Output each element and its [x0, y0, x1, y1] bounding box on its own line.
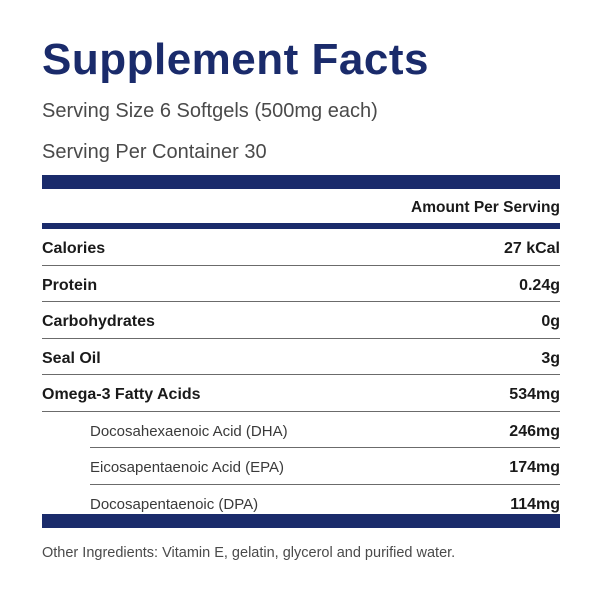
nutrient-amount: 114mg: [510, 495, 560, 513]
nutrient-name: Protein: [42, 276, 98, 294]
nutrient-name: Seal Oil: [42, 349, 101, 367]
nutrient-amount: 246mg: [509, 422, 560, 440]
nutrient-name: Docosahexaenoic Acid (DHA): [90, 422, 288, 440]
nutrient-row-carbohydrates: Carbohydrates 0g: [42, 302, 560, 339]
nutrient-name: Carbohydrates: [42, 313, 155, 330]
nutrient-amount: 27 kCal: [503, 240, 560, 257]
nutrient-row-protein: Protein 0.24g: [42, 266, 560, 302]
nutrient-amount: 534mg: [509, 386, 560, 403]
nutrient-row-dha: Docosahexaenoic Acid (DHA) 246mg: [90, 412, 560, 448]
nutrient-row-epa: Eicosapentaenoic Acid (EPA) 174mg: [90, 448, 560, 485]
nutrient-amount: 0g: [541, 313, 560, 330]
nutrient-name: Calories: [42, 240, 106, 257]
bottom-divider-bar: [42, 514, 560, 528]
nutrient-row-calories: Calories 27 kCal: [42, 229, 560, 266]
top-divider-bar: [42, 175, 560, 189]
nutrient-amount: 0.24g: [519, 276, 560, 294]
nutrient-name: Docosapentaenoic (DPA): [90, 495, 259, 513]
nutrient-amount: 3g: [541, 349, 560, 367]
other-ingredients: Other Ingredients: Vitamin E, gelatin, g…: [42, 545, 456, 561]
nutrient-row-omega-3: Omega-3 Fatty Acids 534mg: [42, 375, 560, 412]
nutrient-row-dpa: Docosapentaenoic (DPA) 114mg: [90, 485, 560, 521]
nutrient-row-seal-oil: Seal Oil 3g: [42, 339, 560, 375]
nutrient-name: Eicosapentaenoic Acid (EPA): [90, 459, 284, 476]
amount-per-serving-label: Amount Per Serving: [411, 199, 560, 216]
panel-title: Supplement Facts: [42, 35, 429, 84]
nutrient-name: Omega-3 Fatty Acids: [42, 386, 201, 403]
nutrient-table: Calories 27 kCal Protein 0.24g Carbohydr…: [42, 229, 560, 520]
amount-header-row: Amount Per Serving: [42, 189, 560, 229]
nutrient-amount: 174mg: [509, 459, 560, 476]
servings-per-container: Serving Per Container 30: [42, 141, 267, 163]
serving-size: Serving Size 6 Softgels (500mg each): [42, 100, 378, 122]
